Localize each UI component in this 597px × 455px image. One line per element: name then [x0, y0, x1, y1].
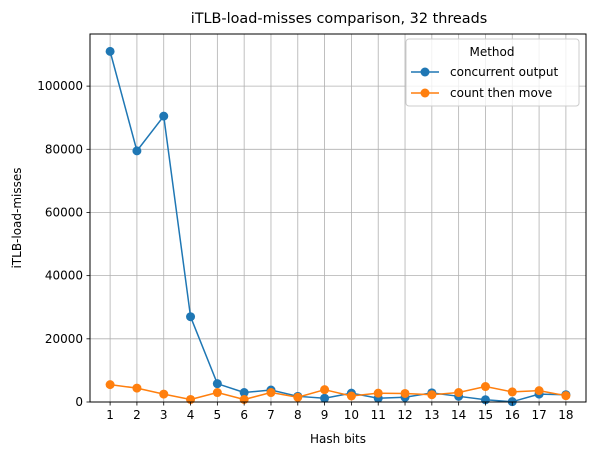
chart-title: iTLB-load-misses comparison, 32 threads: [191, 11, 487, 27]
legend-label-count-then-move: count then move: [450, 86, 552, 100]
x-tick-label: 1: [106, 408, 114, 422]
data-point-count-then-move: [346, 391, 356, 401]
y-axis-label: iTLB-load-misses: [10, 167, 24, 268]
y-tick-label: 80000: [45, 142, 83, 156]
x-tick-label: 16: [505, 408, 520, 422]
x-tick-label: 17: [531, 408, 546, 422]
legend-marker-concurrent-output: [420, 67, 430, 77]
grid-lines: [90, 34, 586, 403]
x-axis: 1 2 3 4 5 6 7 8 9 10 11 12 13 14 15 16 17 18: [106, 402, 574, 422]
y-tick-label: 40000: [45, 269, 83, 283]
data-point-count-then-move: [480, 382, 490, 392]
data-point-count-then-move: [105, 380, 115, 390]
data-point-concurrent-output: [186, 312, 196, 322]
x-tick-label: 15: [478, 408, 493, 422]
y-tick-label: 20000: [45, 332, 83, 346]
x-tick-label: 10: [344, 408, 359, 422]
data-point-count-then-move: [132, 383, 142, 393]
x-tick-label: 13: [424, 408, 439, 422]
data-point-count-then-move: [507, 387, 517, 397]
data-point-count-then-move: [293, 392, 303, 402]
x-tick-label: 12: [397, 408, 412, 422]
x-tick-label: 7: [267, 408, 275, 422]
y-tick-label: 0: [75, 395, 83, 409]
data-point-count-then-move: [320, 385, 330, 395]
x-tick-label: 8: [294, 408, 302, 422]
data-point-concurrent-output: [105, 46, 115, 56]
x-tick-label: 9: [321, 408, 329, 422]
data-point-count-then-move: [159, 389, 169, 399]
x-tick-label: 18: [558, 408, 573, 422]
data-point-concurrent-output: [159, 111, 169, 121]
data-point-concurrent-output: [132, 146, 142, 156]
y-axis: 0 20000 40000 60000 80000 100000: [37, 79, 90, 409]
data-point-count-then-move: [427, 390, 437, 400]
plot-area-frame: [89, 33, 587, 403]
legend: Method concurrent output count then move: [405, 38, 580, 107]
y-tick-label: 100000: [37, 79, 83, 93]
series-line-count-then-move: [110, 383, 567, 401]
data-point-count-then-move: [454, 388, 464, 398]
x-tick-label: 4: [187, 408, 195, 422]
legend-box: [405, 38, 580, 107]
x-tick-label: 11: [371, 408, 386, 422]
legend-label-concurrent-output: concurrent output: [450, 65, 559, 79]
series-layer: [105, 46, 571, 407]
data-point-concurrent-output: [320, 393, 330, 403]
legend-marker-count-then-move: [420, 88, 430, 98]
x-axis-label: Hash bits: [310, 432, 366, 446]
data-point-count-then-move: [266, 388, 276, 398]
y-tick-label: 60000: [45, 205, 83, 219]
x-tick-label: 5: [214, 408, 222, 422]
data-point-concurrent-output: [212, 379, 222, 389]
x-tick-label: 3: [160, 408, 168, 422]
data-point-count-then-move: [400, 388, 410, 398]
x-tick-label: 14: [451, 408, 466, 422]
data-point-count-then-move: [212, 388, 222, 398]
data-point-count-then-move: [373, 388, 383, 398]
legend-title: Method: [469, 45, 514, 59]
x-tick-label: 6: [240, 408, 248, 422]
data-point-count-then-move: [561, 391, 571, 401]
data-point-concurrent-output: [239, 388, 249, 398]
data-point-count-then-move: [534, 386, 544, 396]
x-tick-label: 2: [133, 408, 141, 422]
